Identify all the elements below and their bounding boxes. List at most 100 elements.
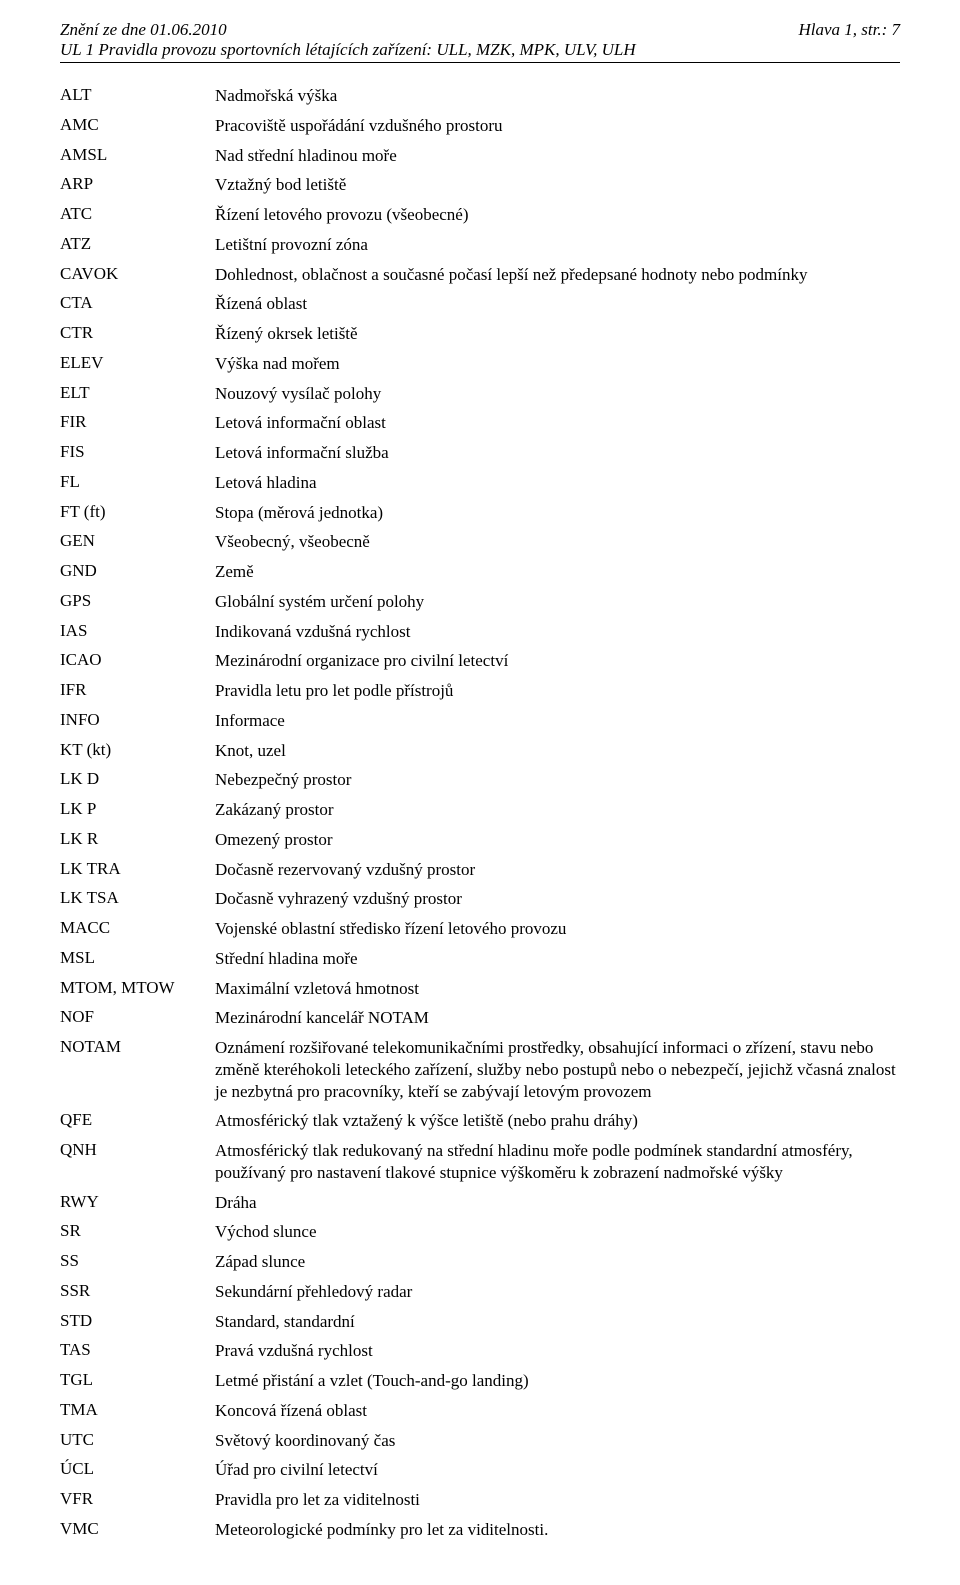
definition-cell: Dráha: [215, 1188, 900, 1218]
abbr-cell: FT (ft): [60, 498, 215, 528]
abbr-cell: IAS: [60, 617, 215, 647]
abbr-cell: FIR: [60, 408, 215, 438]
definition-cell: Řízení letového provozu (všeobecné): [215, 200, 900, 230]
definition-cell: Letová informační služba: [215, 438, 900, 468]
abbr-cell: VMC: [60, 1515, 215, 1545]
definition-cell: Atmosférický tlak redukovaný na střední …: [215, 1136, 900, 1188]
table-row: LK TRADočasně rezervovaný vzdušný prosto…: [60, 855, 900, 885]
definition-cell: Meteorologické podmínky pro let za vidit…: [215, 1515, 900, 1545]
header-right: Hlava 1, str.: 7: [798, 20, 900, 40]
definition-cell: Východ slunce: [215, 1217, 900, 1247]
table-row: RWYDráha: [60, 1188, 900, 1218]
definition-cell: Úřad pro civilní letectví: [215, 1455, 900, 1485]
table-row: KT (kt)Knot, uzel: [60, 736, 900, 766]
definition-cell: Letmé přistání a vzlet (Touch-and-go lan…: [215, 1366, 900, 1396]
abbr-cell: FL: [60, 468, 215, 498]
table-row: SSRSekundární přehledový radar: [60, 1277, 900, 1307]
definition-cell: Maximální vzletová hmotnost: [215, 974, 900, 1004]
abbr-cell: RWY: [60, 1188, 215, 1218]
abbr-cell: INFO: [60, 706, 215, 736]
abbr-cell: TAS: [60, 1336, 215, 1366]
table-row: TMAKoncová řízená oblast: [60, 1396, 900, 1426]
definition-cell: Standard, standardní: [215, 1307, 900, 1337]
table-row: UTCSvětový koordinovaný čas: [60, 1426, 900, 1456]
abbr-cell: CTR: [60, 319, 215, 349]
table-row: SRVýchod slunce: [60, 1217, 900, 1247]
abbr-cell: LK R: [60, 825, 215, 855]
table-row: AMSLNad střední hladinou moře: [60, 141, 900, 171]
header-subtitle: UL 1 Pravidla provozu sportovních létají…: [60, 40, 900, 60]
abbr-cell: AMC: [60, 111, 215, 141]
table-row: LK PZakázaný prostor: [60, 795, 900, 825]
table-row: TGLLetmé přistání a vzlet (Touch-and-go …: [60, 1366, 900, 1396]
definition-cell: Globální systém určení polohy: [215, 587, 900, 617]
definition-cell: Zakázaný prostor: [215, 795, 900, 825]
abbr-cell: CTA: [60, 289, 215, 319]
abbr-cell: LK P: [60, 795, 215, 825]
definition-cell: Letištní provozní zóna: [215, 230, 900, 260]
definition-cell: Stopa (měrová jednotka): [215, 498, 900, 528]
abbr-cell: ELT: [60, 379, 215, 409]
abbr-cell: AMSL: [60, 141, 215, 171]
table-row: CTRŘízený okrsek letiště: [60, 319, 900, 349]
definition-cell: Řízený okrsek letiště: [215, 319, 900, 349]
table-row: GPSGlobální systém určení polohy: [60, 587, 900, 617]
abbr-cell: ATC: [60, 200, 215, 230]
table-row: NOTAMOznámení rozšiřované telekomunikačn…: [60, 1033, 900, 1106]
abbr-cell: ELEV: [60, 349, 215, 379]
abbr-cell: ARP: [60, 170, 215, 200]
table-row: ATCŘízení letového provozu (všeobecné): [60, 200, 900, 230]
definition-cell: Pravá vzdušná rychlost: [215, 1336, 900, 1366]
table-row: STDStandard, standardní: [60, 1307, 900, 1337]
abbr-cell: VFR: [60, 1485, 215, 1515]
definition-cell: Řízená oblast: [215, 289, 900, 319]
table-row: IASIndikovaná vzdušná rychlost: [60, 617, 900, 647]
abbr-cell: SS: [60, 1247, 215, 1277]
definition-cell: Dočasně vyhrazený vzdušný prostor: [215, 884, 900, 914]
table-row: ICAOMezinárodní organizace pro civilní l…: [60, 646, 900, 676]
definition-cell: Nebezpečný prostor: [215, 765, 900, 795]
table-row: MTOM, MTOWMaximální vzletová hmotnost: [60, 974, 900, 1004]
table-row: INFOInformace: [60, 706, 900, 736]
header-left: Znění ze dne 01.06.2010: [60, 20, 227, 40]
definition-cell: Země: [215, 557, 900, 587]
definition-cell: Pravidla letu pro let podle přístrojů: [215, 676, 900, 706]
definition-cell: Výška nad mořem: [215, 349, 900, 379]
definition-cell: Letová hladina: [215, 468, 900, 498]
definition-cell: Omezený prostor: [215, 825, 900, 855]
document-page: Znění ze dne 01.06.2010 Hlava 1, str.: 7…: [0, 0, 960, 1585]
definition-cell: Atmosférický tlak vztažený k výšce letiš…: [215, 1106, 900, 1136]
abbr-cell: SSR: [60, 1277, 215, 1307]
definition-cell: Oznámení rozšiřované telekomunikačními p…: [215, 1033, 900, 1106]
definition-cell: Sekundární přehledový radar: [215, 1277, 900, 1307]
table-row: FIRLetová informační oblast: [60, 408, 900, 438]
abbr-cell: SR: [60, 1217, 215, 1247]
header-row: Znění ze dne 01.06.2010 Hlava 1, str.: 7: [60, 20, 900, 40]
table-row: GENVšeobecný, všeobecně: [60, 527, 900, 557]
definition-cell: Vojenské oblastní středisko řízení letov…: [215, 914, 900, 944]
abbr-cell: MACC: [60, 914, 215, 944]
definition-cell: Dohlednost, oblačnost a současné počasí …: [215, 260, 900, 290]
definition-cell: Mezinárodní organizace pro civilní letec…: [215, 646, 900, 676]
abbr-cell: QNH: [60, 1136, 215, 1188]
abbr-cell: ICAO: [60, 646, 215, 676]
table-row: GNDZemě: [60, 557, 900, 587]
table-row: ATZLetištní provozní zóna: [60, 230, 900, 260]
definition-cell: Všeobecný, všeobecně: [215, 527, 900, 557]
table-row: ALTNadmořská výška: [60, 81, 900, 111]
definition-cell: Knot, uzel: [215, 736, 900, 766]
abbr-cell: CAVOK: [60, 260, 215, 290]
definition-cell: Indikovaná vzdušná rychlost: [215, 617, 900, 647]
definitions-table: ALTNadmořská výškaAMCPracoviště uspořádá…: [60, 81, 900, 1545]
table-row: FLLetová hladina: [60, 468, 900, 498]
abbr-cell: MTOM, MTOW: [60, 974, 215, 1004]
definition-cell: Pracoviště uspořádání vzdušného prostoru: [215, 111, 900, 141]
table-row: LK DNebezpečný prostor: [60, 765, 900, 795]
table-row: ELTNouzový vysílač polohy: [60, 379, 900, 409]
abbr-cell: QFE: [60, 1106, 215, 1136]
abbr-cell: MSL: [60, 944, 215, 974]
abbr-cell: TGL: [60, 1366, 215, 1396]
definition-cell: Západ slunce: [215, 1247, 900, 1277]
table-row: NOFMezinárodní kancelář NOTAM: [60, 1003, 900, 1033]
table-row: QNHAtmosférický tlak redukovaný na střed…: [60, 1136, 900, 1188]
